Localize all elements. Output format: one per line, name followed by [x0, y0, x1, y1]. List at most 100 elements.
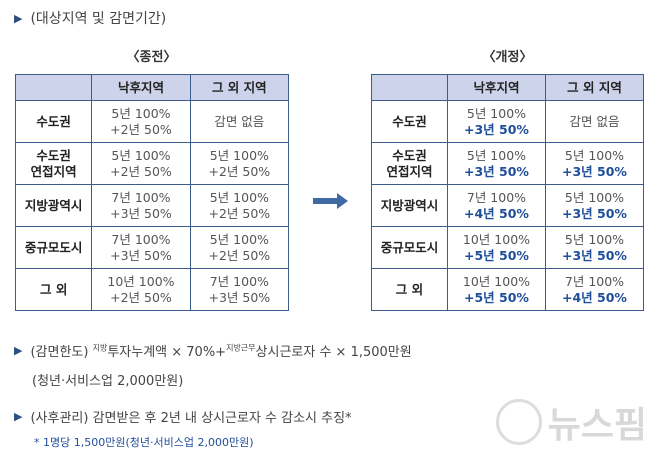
region-cell: 지방광역시 [14, 184, 93, 227]
other-cell: 5년 100% +2년 50% [189, 184, 290, 227]
table-row: 수도권 5년 100% +3년 50% 감면 없음 [371, 100, 645, 143]
lagging-cell: 10년 100% +5년 50% [446, 226, 546, 269]
cell-line: +3년 50% [110, 247, 172, 263]
cell-line: 5년 100% [209, 147, 269, 163]
cell-line: +5년 50% [463, 289, 529, 305]
region-cell: 수도권 [371, 100, 448, 143]
other-cell: 7년 100% +4년 50% [544, 268, 645, 311]
cell-line: 5년 100% [466, 105, 527, 121]
other-cell: 5년 100% +2년 50% [189, 142, 290, 185]
cell-line: +3년 50% [562, 163, 627, 179]
cell-line: 그 외 [39, 281, 68, 297]
column-header [371, 74, 448, 101]
bullet-triangle-icon: ▶ [14, 11, 23, 25]
region-cell: 중규모도시 [371, 226, 448, 269]
region-cell: 그 외 [14, 268, 93, 311]
bullet-triangle-icon: ▶ [14, 410, 23, 423]
cell-line: 수도권 [392, 147, 427, 163]
cell-line: +4년 50% [562, 289, 627, 305]
after-caption: 〈개정〉 [482, 50, 533, 65]
cell-line: 5년 100% [564, 231, 625, 247]
cell-line: +3년 50% [463, 163, 529, 179]
region-cell: 지방광역시 [371, 184, 448, 227]
lagging-cell: 5년 100% +2년 50% [91, 100, 191, 143]
cell-line: 수도권 [36, 113, 71, 129]
cell-line: 10년 100% [462, 273, 531, 289]
other-cell: 감면 없음 [544, 100, 645, 143]
watermark-logo-icon [495, 399, 542, 445]
cell-line: 7년 100% [564, 273, 625, 289]
cell-line: 5년 100% [209, 231, 269, 247]
cell-line: +4년 50% [463, 205, 529, 221]
other-cell: 5년 100% +3년 50% [544, 184, 645, 227]
cell-line: 7년 100% [111, 231, 171, 247]
region-cell: 수도권 [14, 100, 93, 143]
lagging-cell: 7년 100% +3년 50% [91, 184, 191, 227]
before-caption: 〈종전〉 [126, 50, 177, 65]
region-cell: 수도권 연접지역 [14, 142, 93, 185]
cell-line: 수도권 [392, 113, 427, 129]
other-cell: 5년 100% +3년 50% [544, 226, 645, 269]
cell-line: +5년 50% [463, 247, 529, 263]
cell-line: 감면 없음 [214, 113, 265, 129]
aftercare-line: ▶ (사후관리) 감면받은 후 2년 내 상시근로자 수 감소시 추징* [14, 410, 352, 426]
limit-line: ▶ (감면한도) 지방투자누계액 × 70%+지방근무상시근로자 수 × 1,50… [14, 343, 412, 360]
cell-line: +3년 50% [562, 247, 627, 263]
table-row: 중규모도시 10년 100% +5년 50% 5년 100% +3년 50% [371, 226, 645, 269]
cell-line: 5년 100% [209, 189, 269, 205]
table-row: 지방광역시 7년 100% +3년 50% 5년 100% +2년 50% [14, 184, 290, 227]
region-cell: 수도권 연접지역 [371, 142, 448, 185]
cell-line: +3년 50% [110, 205, 172, 221]
other-cell: 5년 100% +3년 50% [544, 142, 645, 185]
cell-line: 5년 100% [111, 147, 171, 163]
cell-line: 중규모도시 [24, 239, 83, 255]
other-cell: 감면 없음 [189, 100, 290, 143]
cell-line: 7년 100% [466, 189, 527, 205]
cell-line: +2년 50% [110, 163, 172, 179]
table-row: 그 외 10년 100% +2년 50% 7년 100% +3년 50% [14, 268, 290, 311]
cell-line: 5년 100% [564, 147, 625, 163]
region-cell: 그 외 [371, 268, 448, 311]
cell-line: 5년 100% [466, 147, 527, 163]
cell-line: 수도권 [36, 147, 71, 163]
header-row: 낙후지역 그 외 지역 [371, 74, 645, 101]
cell-line: +2년 50% [208, 163, 271, 179]
cell-line: 연접지역 [30, 163, 77, 179]
region-cell: 중규모도시 [14, 226, 93, 269]
table-row: 그 외 10년 100% +5년 50% 7년 100% +4년 50% [371, 268, 645, 311]
lagging-cell: 5년 100% +2년 50% [91, 142, 191, 185]
cell-line: 7년 100% [111, 189, 171, 205]
other-cell: 5년 100% +2년 50% [189, 226, 290, 269]
lagging-cell: 7년 100% +3년 50% [91, 226, 191, 269]
cell-line: +2년 50% [110, 289, 172, 305]
header-row: 낙후지역 그 외 지역 [14, 74, 290, 101]
cell-line: 감면 없음 [569, 113, 620, 129]
column-header: 낙후지역 [446, 74, 546, 101]
cell-line: +2년 50% [208, 205, 271, 221]
cell-line: 지방광역시 [380, 197, 439, 213]
cell-line: 5년 100% [564, 189, 625, 205]
lagging-cell: 5년 100% +3년 50% [446, 142, 546, 185]
limit-line2: (청년·서비스업 2,000만원) [32, 374, 184, 389]
table-row: 수도권 연접지역 5년 100% +2년 50% 5년 100% +2년 50% [14, 142, 290, 185]
cell-line: +2년 50% [208, 247, 271, 263]
lagging-cell: 10년 100% +5년 50% [446, 268, 546, 311]
table-row: 중규모도시 7년 100% +3년 50% 5년 100% +2년 50% [14, 226, 290, 269]
cell-line: 7년 100% [209, 273, 269, 289]
cell-line: 5년 100% [111, 105, 171, 121]
lagging-cell: 7년 100% +4년 50% [446, 184, 546, 227]
after-table: 낙후지역 그 외 지역 수도권 5년 100% +3년 50% 감면 없음 수도권 연접지역 5… [371, 74, 645, 311]
cell-line: 중규모도시 [380, 239, 439, 255]
bullet-triangle-icon: ▶ [14, 344, 23, 357]
column-header [14, 74, 93, 101]
lagging-cell: 5년 100% +3년 50% [446, 100, 546, 143]
cell-line: +3년 50% [208, 289, 271, 305]
cell-line: +3년 50% [562, 205, 627, 221]
cell-line: 10년 100% [462, 231, 531, 247]
cell-line: +3년 50% [463, 121, 529, 137]
column-header: 그 외 지역 [189, 74, 290, 101]
cell-line: 그 외 [395, 281, 424, 297]
section-title: ▶ (대상지역 및 감면기간) [14, 11, 167, 27]
column-header: 그 외 지역 [544, 74, 645, 101]
cell-line: 지방광역시 [24, 197, 83, 213]
